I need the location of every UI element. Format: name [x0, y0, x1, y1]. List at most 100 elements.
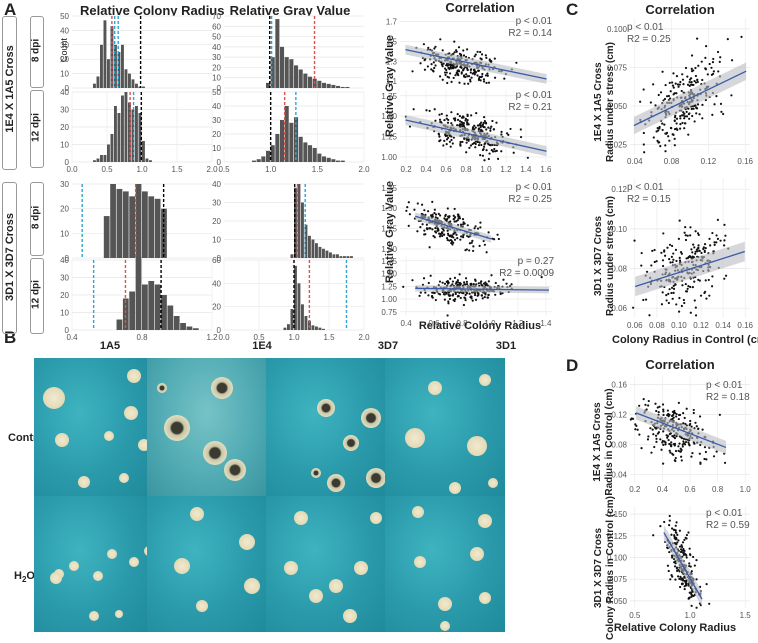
scatter-point [456, 281, 460, 284]
scatter-point [724, 274, 728, 277]
scatter-point [416, 230, 419, 233]
scatter-point [663, 249, 666, 252]
scatter-point [704, 67, 707, 70]
scatter-point [467, 75, 471, 78]
scatter-point [474, 142, 477, 146]
scatter-point [480, 53, 484, 56]
x-tick-label: 0.5 [218, 165, 230, 174]
scatter-point [643, 151, 646, 154]
scatter-point [443, 298, 446, 301]
scatter-point [480, 75, 483, 79]
x-tick-label: 0.8 [712, 485, 724, 494]
x-tick-label: 0.8 [460, 165, 472, 174]
histogram-bar [161, 295, 167, 330]
x-tick-label: 0.16 [737, 157, 753, 166]
scatter-point [454, 117, 457, 120]
histogram-bar [96, 158, 100, 162]
histogram-bar [303, 73, 308, 88]
scatter-point [696, 103, 700, 106]
scatter-point [443, 67, 447, 70]
scatter-point [674, 531, 677, 534]
colony [43, 387, 65, 409]
scatter-point [493, 57, 496, 60]
scatter-point [687, 285, 690, 288]
scatter-point [647, 404, 650, 407]
scatter-point [420, 203, 424, 206]
scatter-point [433, 236, 436, 239]
histogram-bar [180, 323, 186, 330]
scatter-point [491, 119, 494, 123]
scatter-point [665, 131, 669, 134]
scatter-point [715, 450, 718, 453]
histogram-bar [135, 184, 142, 258]
scatter-point [686, 234, 689, 237]
colony [119, 473, 129, 483]
y-tick-label: 0.075 [607, 575, 628, 584]
scatter-point [681, 121, 684, 125]
scatter-point [690, 248, 693, 251]
histogram-bar [280, 120, 285, 162]
scatter-point [466, 118, 469, 122]
scatter-point [433, 66, 436, 70]
chart-D-top: 0.04 0.08 0.12 0.16 0.2 0.4 0.6 0.8 1.0 [611, 376, 751, 494]
scatter-point [419, 225, 422, 229]
scatter-point [670, 441, 673, 444]
scatter-point [484, 281, 487, 284]
scatter-point [471, 72, 474, 75]
scatter-point [642, 131, 645, 135]
colony [361, 408, 381, 428]
chart-A-gray-3D1-12dpi: 0 20 40 60 0.0 0.5 1.0 1.5 2.0 [212, 256, 370, 342]
histogram-bar [298, 69, 303, 88]
scatter-point [684, 234, 687, 237]
scatter-point [675, 566, 679, 569]
scatter-point [704, 450, 708, 454]
scatter-point [447, 291, 451, 294]
scatter-point [673, 565, 677, 568]
scatter-point [681, 579, 685, 582]
scatter-point [424, 291, 427, 294]
scatter-point [480, 58, 483, 61]
x-tick-label: 0.4 [657, 485, 669, 494]
scatter-point [680, 89, 683, 93]
scatter-point [458, 81, 461, 84]
scatter-point [681, 445, 684, 448]
scatter-point [474, 279, 477, 282]
scatter-point [453, 276, 457, 279]
stat-d1-r2: R2 = 0.18 [706, 392, 750, 403]
scatter-point [454, 298, 457, 301]
y-tick-label: 20 [212, 63, 221, 72]
scatter-point [667, 94, 670, 98]
y-tick-label: 0 [217, 254, 222, 263]
y-tick-label: 0 [217, 84, 222, 93]
scatter-point [696, 80, 699, 84]
scatter-point [688, 81, 691, 84]
y-tick-label: 20 [60, 205, 69, 214]
scatter-point [654, 104, 657, 107]
histogram-bar [93, 160, 96, 162]
scatter-point [648, 314, 651, 317]
scatter-point [452, 76, 455, 80]
histogram-bar [336, 160, 341, 162]
scatter-point [685, 556, 688, 559]
chart-A-radius-3D1-8dpi: 0 10 20 30 [60, 180, 212, 263]
histogram-bar [114, 106, 117, 162]
stat-a2-r2: R2 = 0.21 [508, 102, 552, 113]
scatter-point [670, 574, 673, 577]
scatter-point [440, 232, 444, 235]
scatter-point [634, 423, 637, 426]
scatter-point [411, 70, 414, 73]
scatter-point [695, 559, 698, 562]
scatter-point [661, 128, 664, 132]
cross-bracket-bottom [2, 182, 17, 334]
histogram-bar [311, 325, 315, 330]
scatter-point [474, 298, 478, 301]
scatter-point [659, 145, 662, 148]
scatter-point [679, 550, 683, 554]
scatter-point [411, 279, 414, 282]
scatter-point [668, 243, 672, 246]
scatter-point [432, 291, 435, 294]
y-tick-label: 1.00 [381, 295, 397, 304]
y-tick-label: 20 [60, 55, 69, 64]
scatter-point [473, 73, 476, 76]
colony [127, 369, 141, 383]
